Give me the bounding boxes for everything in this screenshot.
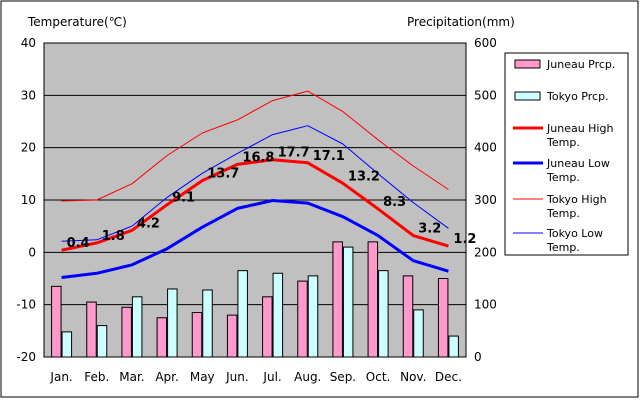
data-label: 0.4 — [67, 236, 90, 251]
temp-line — [61, 125, 449, 242]
left-tick-label: -10 — [16, 298, 36, 312]
precip-bar — [86, 301, 97, 358]
right-tick-label: 200 — [474, 245, 497, 259]
precip-bar — [131, 296, 143, 358]
x-tick-label: Feb. — [84, 370, 109, 384]
right-axis-title: Precipitation(mm) — [407, 15, 515, 29]
legend-swatch — [514, 91, 541, 101]
precip-bar — [332, 241, 343, 358]
left-tick-label: 10 — [21, 193, 36, 207]
precip-bar — [262, 296, 273, 358]
x-tick-label: Oct. — [366, 370, 391, 384]
precip-bar — [156, 317, 168, 358]
left-axis-title: Temperature(℃) — [27, 15, 127, 29]
precip-bar — [272, 272, 284, 358]
precip-bar — [413, 309, 424, 358]
right-tick-label: 300 — [474, 193, 497, 207]
x-tick-label: Sep. — [330, 370, 356, 384]
temp-line — [61, 90, 449, 202]
precip-bar — [367, 241, 379, 358]
data-label: 13.2 — [348, 169, 380, 184]
legend-label: Tokyo Low Temp. — [546, 227, 603, 254]
legend: Juneau Prcp. Tokyo Prcp. Juneau High Temp. J… — [504, 52, 629, 256]
precip-bar — [342, 246, 354, 358]
left-tick-label: 0 — [28, 245, 36, 259]
left-tick-label: -20 — [16, 350, 36, 364]
precip-bar — [202, 289, 213, 358]
temp-line — [61, 199, 449, 279]
legend-label: Juneau Low Temp. — [546, 157, 610, 184]
data-label: 3.2 — [418, 222, 441, 237]
x-tick-label: Jun. — [225, 370, 249, 384]
precip-bar — [51, 285, 62, 358]
left-tick-label: 40 — [21, 36, 36, 50]
precip-bar — [237, 270, 248, 358]
legend-swatch — [514, 59, 541, 69]
left-tick-label: 20 — [21, 141, 36, 155]
legend-box — [504, 52, 629, 256]
legend-label: Juneau Prcp. — [546, 58, 615, 71]
x-tick-label: Jul. — [262, 370, 281, 384]
precip-bar — [378, 270, 389, 358]
right-tick-label: 0 — [474, 350, 482, 364]
precip-bar — [226, 314, 238, 358]
precip-bar — [167, 288, 178, 358]
right-tick-label: 400 — [474, 141, 497, 155]
data-label: 1.2 — [453, 232, 476, 247]
left-tick-label: 30 — [21, 88, 36, 102]
right-tick-label: 600 — [474, 36, 497, 50]
precip-bar — [437, 278, 449, 358]
data-label: 13.7 — [207, 167, 239, 182]
precip-bar — [307, 275, 319, 358]
legend-label: Juneau High Temp. — [546, 122, 613, 149]
legend-label: Tokyo High Temp. — [546, 193, 607, 220]
right-tick-label: 100 — [474, 298, 497, 312]
precip-bar — [121, 306, 132, 358]
data-label: 1.8 — [102, 229, 125, 244]
x-tick-label: Dec. — [435, 370, 462, 384]
x-tick-label: May — [190, 370, 215, 384]
data-label: 4.2 — [137, 216, 160, 231]
precip-bar — [297, 280, 308, 358]
precip-bar — [96, 325, 108, 358]
precip-bar — [61, 331, 73, 358]
x-tick-label: Aug. — [294, 370, 321, 384]
precip-bar — [191, 312, 203, 358]
right-tick-label: 500 — [474, 88, 497, 102]
data-label: 16.8 — [242, 150, 274, 165]
x-tick-label: Nov. — [400, 370, 426, 384]
data-label: 17.1 — [313, 149, 345, 164]
precip-bar — [402, 275, 414, 358]
legend-label: Tokyo Prcp. — [546, 90, 609, 103]
temp-line — [61, 158, 449, 252]
data-label: 8.3 — [383, 195, 406, 210]
data-label: 9.1 — [172, 191, 195, 206]
precip-bar — [448, 335, 459, 358]
x-tick-label: Apr. — [155, 370, 178, 384]
x-tick-label: Jan. — [49, 370, 72, 384]
data-label: 17.7 — [278, 146, 310, 161]
x-tick-label: Mar. — [119, 370, 144, 384]
